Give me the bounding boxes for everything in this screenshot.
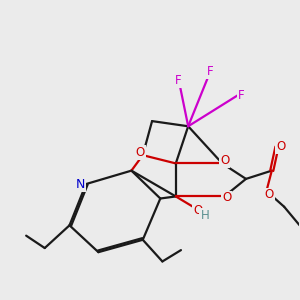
Text: O: O: [220, 154, 229, 167]
Text: O: O: [276, 140, 285, 153]
Text: O: O: [222, 191, 231, 205]
Text: H: H: [200, 208, 209, 221]
Text: N: N: [76, 178, 86, 190]
Text: F: F: [207, 65, 214, 79]
Text: F: F: [175, 74, 181, 87]
Text: O: O: [194, 204, 202, 217]
Text: F: F: [238, 89, 245, 102]
Text: O: O: [136, 146, 145, 159]
Text: O: O: [265, 188, 274, 202]
